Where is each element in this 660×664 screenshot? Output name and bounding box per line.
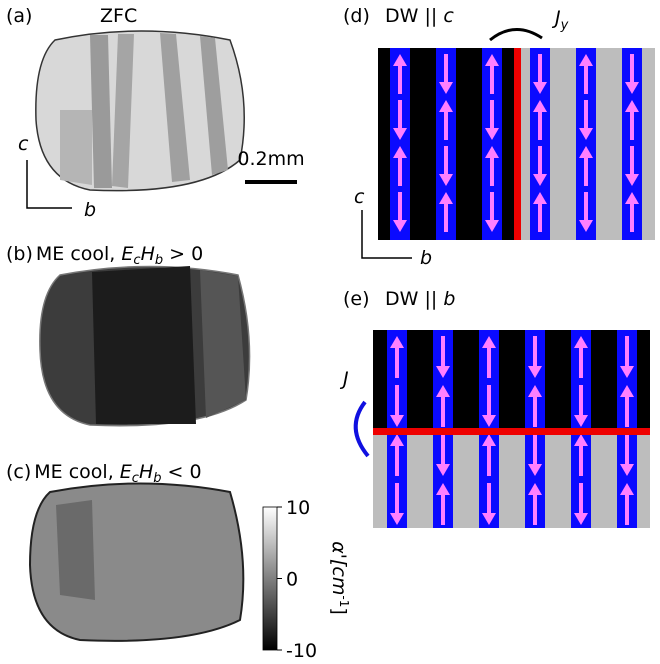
colorbar-tick-label: 0 xyxy=(286,569,298,591)
arrow-shaft xyxy=(395,483,399,515)
arrow-shaft xyxy=(625,395,629,427)
arrow-shaft xyxy=(490,100,494,130)
arrow-shaft xyxy=(630,146,634,176)
domain xyxy=(373,330,650,432)
panel-letter: (e) xyxy=(343,288,370,310)
arrow-shaft xyxy=(630,54,634,84)
sample-image xyxy=(30,484,243,641)
arrow-shaft xyxy=(444,146,448,176)
axis-label: c xyxy=(354,186,365,208)
arrow-shaft xyxy=(441,395,445,427)
panel-title: ZFC xyxy=(100,5,137,27)
arrow-shaft xyxy=(441,336,445,368)
panel-label: (c)ME cool, EcHb < 0 xyxy=(6,461,202,486)
page: {"panel_a": {"letter": "(a)", "title": "… xyxy=(0,0,660,660)
arrow-shaft xyxy=(584,192,588,222)
arrow-shaft xyxy=(487,346,491,378)
arrow-shaft xyxy=(533,395,537,427)
arrow-shaft xyxy=(395,385,399,417)
arrow-shaft xyxy=(395,444,399,476)
arrow-shaft xyxy=(533,434,537,466)
figure: (a) ZFC 0.2mm c b (b)ME cool, EcHb > 0 (… xyxy=(0,0,660,660)
arrow-shaft xyxy=(533,493,537,525)
current-label: J xyxy=(339,368,349,390)
panel-letter: (d) xyxy=(343,5,370,27)
arrow-shaft xyxy=(538,110,542,140)
arrow-shaft xyxy=(630,202,634,232)
scale-label: 0.2mm xyxy=(237,148,304,170)
current-label: Jy xyxy=(551,7,569,33)
arrow-shaft xyxy=(444,202,448,232)
arrow-shaft xyxy=(625,434,629,466)
arrow-shaft xyxy=(490,192,494,222)
arrow-shaft xyxy=(584,100,588,130)
domain-wall xyxy=(514,48,521,240)
arrow-shaft xyxy=(395,346,399,378)
arrow-shaft xyxy=(579,346,583,378)
colorbar-label: α'[cm-1] xyxy=(328,541,351,615)
arrow-shaft xyxy=(579,444,583,476)
arrow-shaft xyxy=(398,192,402,222)
arrow-shaft xyxy=(630,110,634,140)
arrow-shaft xyxy=(487,385,491,417)
arrow-shaft xyxy=(533,336,537,368)
colorbar-tick-label: 10 xyxy=(286,497,310,519)
current-arc xyxy=(356,402,368,456)
colorbar xyxy=(263,507,277,650)
sample-image xyxy=(36,31,244,191)
axis-label: c xyxy=(18,133,29,155)
arrow-shaft xyxy=(398,156,402,186)
panel-label: (b)ME cool, EcHb > 0 xyxy=(6,243,203,268)
sample-image xyxy=(40,266,250,426)
arrow-shaft xyxy=(538,146,542,176)
current-arc xyxy=(490,29,542,40)
arrow-shaft xyxy=(441,434,445,466)
axis-label: b xyxy=(84,199,96,221)
arrow-shaft xyxy=(584,156,588,186)
arrow-shaft xyxy=(579,483,583,515)
panel-title: DW || b xyxy=(385,288,455,310)
arrow-shaft xyxy=(398,100,402,130)
arrow-shaft xyxy=(584,64,588,94)
colorbar-tick-label: -10 xyxy=(286,640,317,660)
domain xyxy=(373,432,650,528)
arrow-shaft xyxy=(487,444,491,476)
arrow-shaft xyxy=(444,110,448,140)
arrow-shaft xyxy=(441,493,445,525)
domain-wall xyxy=(373,428,650,435)
arrow-shaft xyxy=(444,54,448,84)
arrow-shaft xyxy=(538,54,542,84)
arrow-shaft xyxy=(487,483,491,515)
arrow-shaft xyxy=(625,493,629,525)
arrow-shaft xyxy=(538,202,542,232)
arrow-shaft xyxy=(579,385,583,417)
arrow-shaft xyxy=(490,64,494,94)
axis-label: b xyxy=(420,247,432,269)
arrow-shaft xyxy=(490,156,494,186)
panel-title: DW || c xyxy=(385,5,454,27)
panel-letter: (a) xyxy=(6,5,32,27)
arrow-shaft xyxy=(398,64,402,94)
arrow-shaft xyxy=(625,336,629,368)
